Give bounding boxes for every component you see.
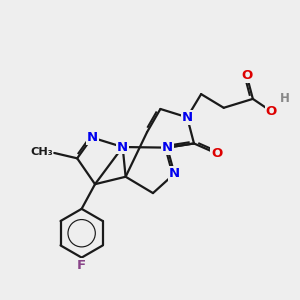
Text: N: N: [169, 167, 180, 180]
Text: O: O: [266, 105, 277, 118]
Text: N: N: [162, 141, 173, 154]
Text: CH₃: CH₃: [30, 147, 53, 158]
Text: O: O: [241, 69, 252, 82]
Text: H: H: [280, 92, 290, 105]
Text: N: N: [117, 140, 128, 154]
Text: F: F: [77, 260, 86, 272]
Text: N: N: [182, 111, 193, 124]
Text: O: O: [211, 147, 223, 160]
Text: F: F: [77, 260, 86, 272]
Text: N: N: [86, 131, 98, 144]
